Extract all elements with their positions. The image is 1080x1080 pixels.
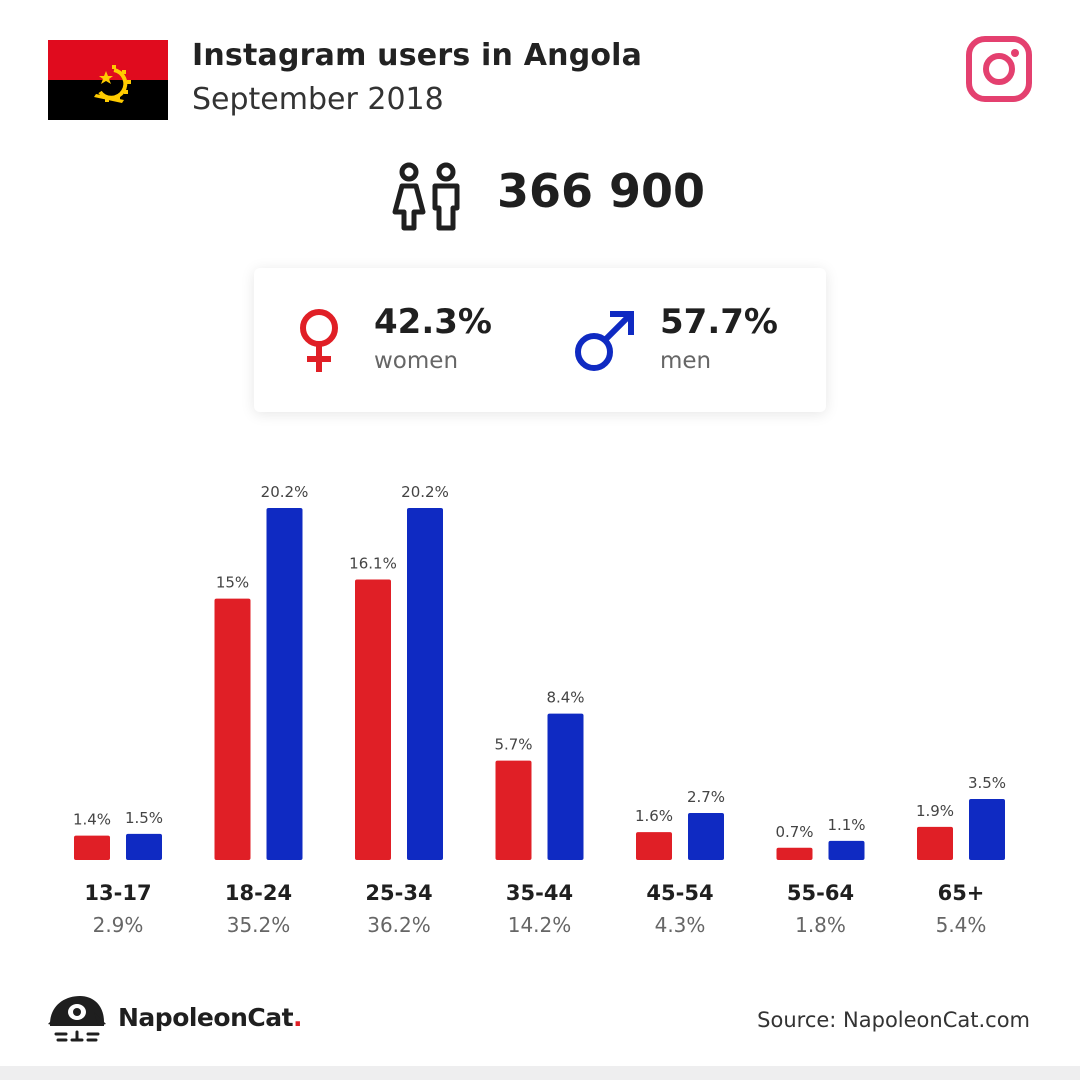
bar-13-17-series-0 xyxy=(74,835,110,860)
bar-25-34-series-1 xyxy=(407,508,443,860)
bar-value-label: 20.2% xyxy=(401,483,449,501)
bar-65+-series-0 xyxy=(917,826,953,860)
napoleoncat-logo-icon xyxy=(48,996,106,1042)
category-label: 65+ xyxy=(938,881,985,905)
bar-35-44-series-0 xyxy=(495,760,532,860)
men-percentage: 57.7% xyxy=(660,302,778,342)
category-total-label: 5.4% xyxy=(936,913,987,937)
category-total-label: 2.9% xyxy=(93,913,144,937)
bar-value-label: 1.6% xyxy=(635,807,673,825)
bar-value-label: 5.7% xyxy=(494,736,532,754)
category-total-label: 1.8% xyxy=(795,913,846,937)
bar-18-24-series-0 xyxy=(214,598,251,860)
instagram-icon xyxy=(966,36,1032,102)
bar-value-label: 1.5% xyxy=(125,809,163,827)
source-credit: Source: NapoleonCat.com xyxy=(757,1008,1030,1032)
bar-55-64-series-0 xyxy=(776,847,813,860)
category-label: 45-54 xyxy=(646,881,713,905)
category-total-label: 35.2% xyxy=(227,913,291,937)
bar-value-label: 0.7% xyxy=(775,823,813,841)
bar-45-54-series-0 xyxy=(636,832,672,860)
bar-13-17-series-1 xyxy=(126,833,162,860)
bar-value-label: 16.1% xyxy=(349,554,397,572)
bar-25-34-series-0 xyxy=(355,579,391,860)
bar-value-label: 1.1% xyxy=(827,816,865,834)
category-label: 13-17 xyxy=(84,881,151,905)
people-icon xyxy=(392,162,460,231)
bar-55-64-series-1 xyxy=(828,840,865,860)
gender-card: 42.3% women 57.7% men xyxy=(254,268,826,412)
brand-dot: . xyxy=(293,1003,303,1032)
bar-45-54-series-1 xyxy=(688,812,724,860)
bar-value-label: 1.9% xyxy=(916,802,954,820)
bar-value-label: 2.7% xyxy=(687,788,725,806)
category-label: 55-64 xyxy=(787,881,854,905)
page-subtitle: September 2018 xyxy=(192,82,444,117)
bar-18-24-series-1 xyxy=(266,508,303,860)
angola-flag-icon xyxy=(48,40,168,120)
bar-value-label: 20.2% xyxy=(261,483,309,501)
age-gender-bar-chart: 1.4% 1.5% 13-17 2.9% 15% 20.2% 18-24 35.2% 16.1%… xyxy=(73,483,1006,937)
page-title: Instagram users in Angola xyxy=(192,38,643,73)
bar-35-44-series-1 xyxy=(547,713,584,860)
brand-name-text: NapoleonCat xyxy=(118,1003,294,1032)
bar-value-label: 8.4% xyxy=(546,689,584,707)
brand-name: NapoleonCat. xyxy=(118,1003,303,1032)
women-percentage: 42.3% xyxy=(374,302,492,342)
category-total-label: 14.2% xyxy=(508,913,572,937)
footer-band xyxy=(0,1066,1080,1080)
category-label: 25-34 xyxy=(365,881,432,905)
women-label: women xyxy=(374,348,459,374)
men-label: men xyxy=(660,348,712,374)
female-symbol-icon xyxy=(300,309,338,372)
category-total-label: 36.2% xyxy=(367,913,431,937)
category-total-label: 4.3% xyxy=(655,913,706,937)
category-label: 35-44 xyxy=(506,881,573,905)
male-symbol-icon xyxy=(575,311,634,371)
bar-value-label: 15% xyxy=(216,574,249,592)
bar-value-label: 1.4% xyxy=(73,811,111,829)
bar-value-label: 3.5% xyxy=(968,774,1006,792)
category-label: 18-24 xyxy=(225,881,292,905)
total-users: 366 900 xyxy=(497,164,706,218)
bar-65+-series-1 xyxy=(969,799,1005,860)
